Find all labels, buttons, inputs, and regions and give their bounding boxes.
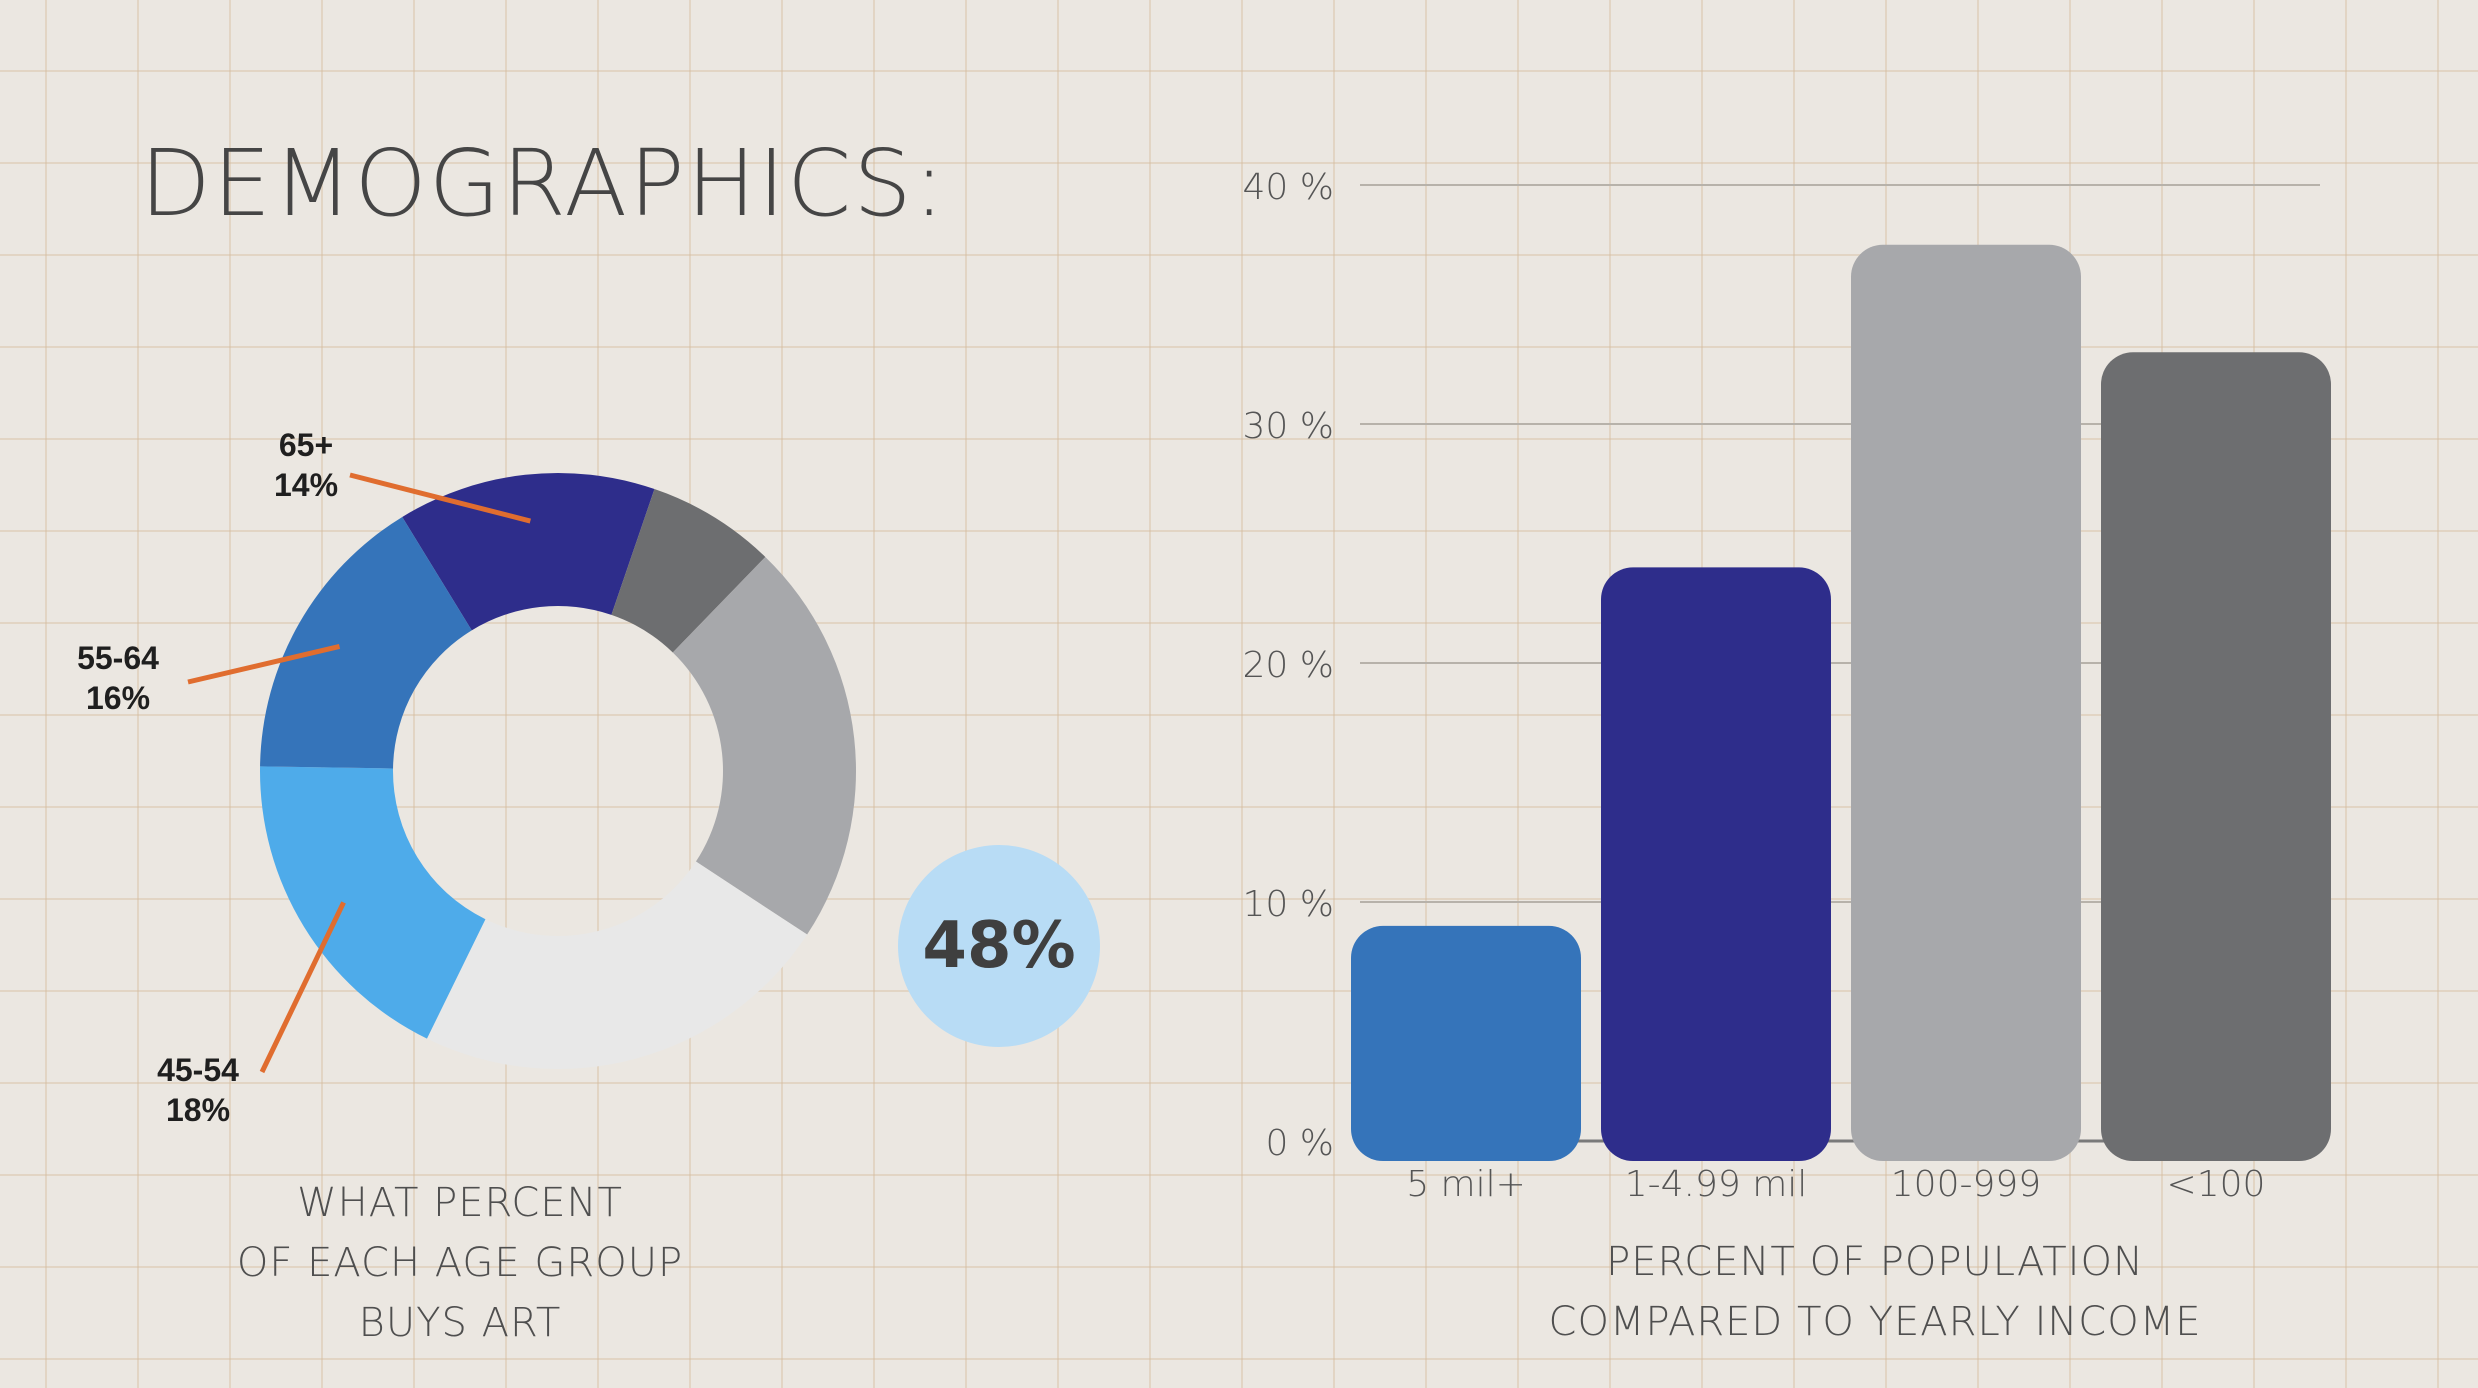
- donut-caption-line-1: WHAT PERCENT: [297, 1180, 623, 1226]
- bar-caption-line-1: PERCENT OF POPULATION: [1606, 1239, 2144, 1285]
- x-tick-label: 1-4.99 mil: [1625, 1164, 1808, 1205]
- bar-caption-line-2: COMPARED TO YEARLY INCOME: [1548, 1299, 2202, 1345]
- donut-chart-caption: WHAT PERCENT OF EACH AGE GROUP BUYS ART: [160, 1173, 760, 1353]
- donut-leader-line: [187, 644, 341, 685]
- highlight-percent-badge: 48%: [898, 845, 1100, 1047]
- bar-1-4-99-mil: [1601, 567, 1831, 1161]
- bar-chart-caption: PERCENT OF POPULATION COMPARED TO YEARLY…: [1450, 1232, 2300, 1352]
- y-tick-label: 0 %: [1265, 1123, 1334, 1164]
- donut-label-55-64: 55-64 16%: [48, 638, 188, 718]
- donut-slice-45-54: [260, 766, 486, 1039]
- donut-caption-line-2: OF EACH AGE GROUP: [236, 1240, 684, 1286]
- y-tick-label: 10 %: [1243, 884, 1334, 925]
- donut-label-65plus: 65+ 14%: [236, 425, 376, 505]
- donut-slice-65plus: [402, 472, 655, 631]
- donut-label-55-64-category: 55-64: [77, 640, 159, 676]
- donut-label-65plus-category: 65+: [278, 427, 334, 463]
- donut-caption-line-3: BUYS ART: [358, 1300, 562, 1346]
- donut-slice-unlabeled-2: [672, 556, 856, 935]
- y-tick-label: 40 %: [1243, 167, 1334, 208]
- donut-leader-line: [259, 901, 346, 1074]
- donut-label-45-54-category: 45-54: [157, 1052, 239, 1088]
- donut-slice-unlabeled-3: [426, 861, 808, 1069]
- donut-slice-unlabeled-1: [611, 489, 766, 653]
- donut-label-65plus-value: 14%: [273, 467, 339, 503]
- y-tick-label: 30 %: [1243, 406, 1334, 447]
- donut-leader-line: [349, 472, 531, 524]
- donut-label-55-64-value: 16%: [85, 680, 151, 716]
- bar--100: [2101, 352, 2331, 1161]
- bar-5-mil-: [1351, 925, 1581, 1161]
- x-tick-label: 100-999: [1891, 1164, 2041, 1205]
- donut-chart: [187, 472, 856, 1074]
- donut-slice-55-64: [260, 516, 472, 769]
- x-tick-label: 5 mil+: [1406, 1164, 1526, 1205]
- donut-label-45-54: 45-54 18%: [128, 1050, 268, 1130]
- page-title: DEMOGRAPHICS:: [140, 130, 947, 237]
- x-tick-label: <100: [2167, 1164, 2266, 1205]
- bar-chart: 0 % 10 % 20 % 30 % 40 % 5 mil+ 1-4.99 mil 100-9…: [1243, 167, 2331, 1205]
- donut-label-45-54-value: 18%: [165, 1092, 231, 1128]
- y-tick-label: 20 %: [1243, 645, 1334, 686]
- bar-100-999: [1851, 244, 2081, 1161]
